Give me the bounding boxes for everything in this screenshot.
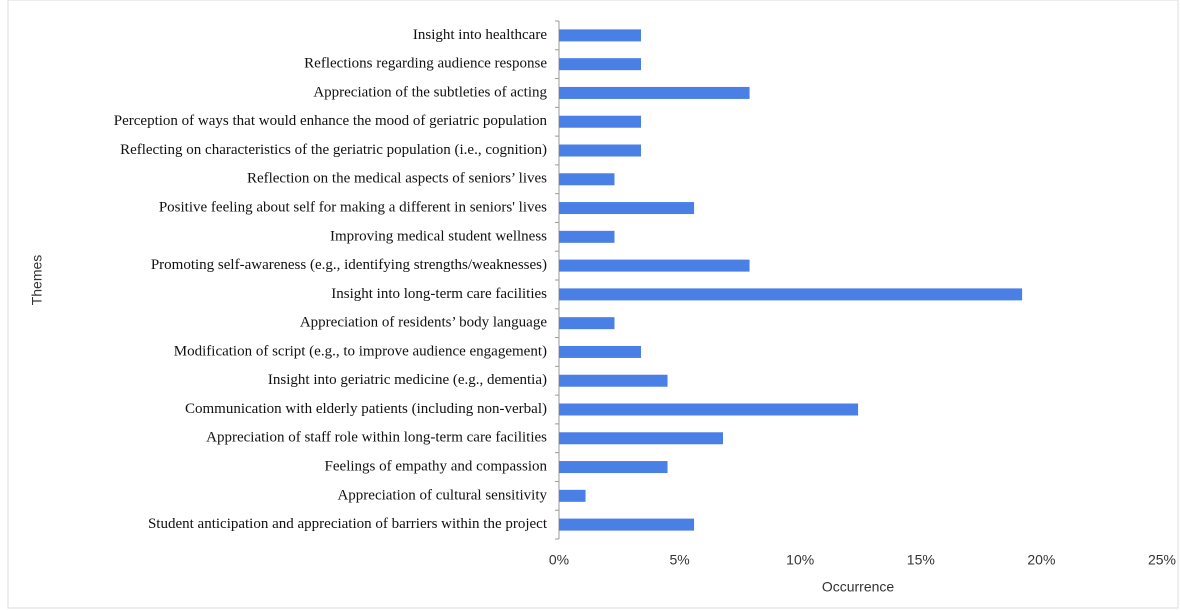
bar — [559, 173, 615, 186]
bar — [559, 288, 1023, 301]
bar — [559, 461, 668, 474]
y-tick-label: Reflecting on characteristics of the ger… — [120, 142, 547, 158]
y-tick-label: Student anticipation and appreciation of… — [148, 516, 548, 532]
y-tick-label: Insight into long-term care facilities — [331, 286, 547, 302]
y-tick-label: Improving medical student wellness — [330, 228, 547, 244]
bar — [559, 345, 642, 358]
bar — [559, 403, 859, 416]
y-tick-label: Appreciation of cultural sensitivity — [337, 487, 547, 503]
y-tick-label: Positive feeling about self for making a… — [159, 199, 547, 215]
y-axis-title: Themes — [29, 255, 45, 306]
y-tick-label: Communication with elderly patients (inc… — [185, 401, 547, 417]
bar — [559, 29, 642, 42]
bar — [559, 58, 642, 71]
x-tick-label: 25% — [1148, 552, 1176, 568]
y-tick-label: Modification of script (e.g., to improve… — [174, 343, 547, 359]
y-tick-label: Appreciation of the subtleties of acting — [313, 84, 547, 100]
bar — [559, 518, 695, 531]
x-tick-label: 5% — [669, 552, 689, 568]
y-tick-label: Insight into geriatric medicine (e.g., d… — [268, 372, 547, 388]
x-tick-label: 20% — [1027, 552, 1055, 568]
bar — [559, 230, 615, 243]
x-axis-title: Occurrence — [822, 579, 895, 595]
y-tick-label: Reflection on the medical aspects of sen… — [247, 171, 547, 187]
x-tick-label: 15% — [907, 552, 935, 568]
y-tick-label: Reflections regarding audience response — [304, 56, 547, 72]
bar — [559, 259, 750, 272]
bar — [559, 144, 642, 157]
y-tick-label: Perception of ways that would enhance th… — [114, 113, 548, 129]
y-tick-label: Promoting self-awareness (e.g., identify… — [151, 257, 547, 273]
frame — [7, 0, 1179, 609]
bar — [559, 86, 750, 99]
y-tick-label: Insight into healthcare — [413, 27, 547, 43]
bar — [559, 432, 724, 445]
y-tick-label: Appreciation of residents’ body language — [300, 315, 547, 331]
bar — [559, 115, 642, 128]
y-tick-label: Appreciation of staff role within long-t… — [206, 430, 547, 446]
bar — [559, 317, 615, 330]
x-tick-label: 10% — [786, 552, 814, 568]
bar — [559, 374, 668, 387]
y-tick-label: Feelings of empathy and compassion — [325, 458, 548, 474]
bar — [559, 202, 695, 215]
bar — [559, 489, 586, 502]
x-tick-label: 0% — [549, 552, 569, 568]
